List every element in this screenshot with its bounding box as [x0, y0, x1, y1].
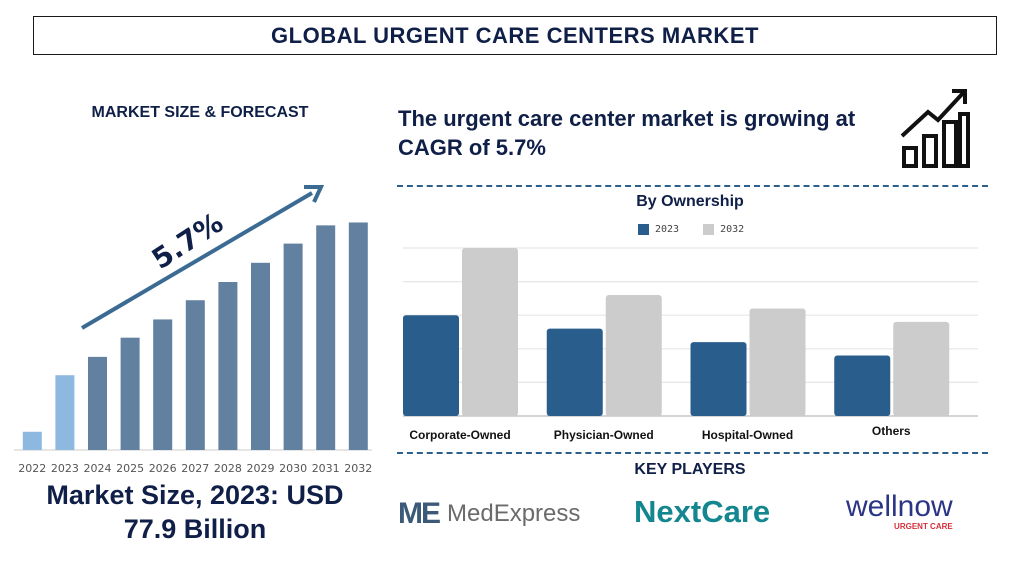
medexpress-logo: ME MedExpress: [398, 497, 580, 531]
bar-2026: [153, 319, 173, 450]
growth-arrow: [80, 191, 314, 330]
bar-corporate-owned-2023: [403, 315, 459, 416]
x-tick-label: 2025: [116, 462, 144, 475]
bar-2025: [120, 337, 140, 450]
x-tick-label: 2028: [214, 462, 242, 475]
x-tick-label: 2023: [51, 462, 79, 475]
x-tick-label: 2024: [84, 462, 112, 475]
category-label: Physician-Owned: [554, 428, 654, 442]
medexpress-mark-icon: ME: [398, 497, 441, 530]
legend-label-2023: 2023: [655, 224, 680, 235]
cagr-headline: The urgent care center market is growing…: [398, 106, 856, 160]
bar-physician-owned-2023: [546, 328, 603, 416]
divider: [397, 185, 988, 187]
bar-2029: [251, 262, 270, 450]
medexpress-name: MedExpress: [447, 500, 581, 527]
wellnow-logo: wellnow URGENT CARE: [846, 490, 953, 532]
market-size-chart: 2022 2023 2024 2025 2026 2027 2028 2029 2030 2031…: [14, 185, 372, 475]
bar-2022: [22, 431, 42, 450]
bar-hospital-owned-2023: [690, 342, 747, 416]
bar-others-2023: [834, 355, 891, 416]
bar-others-2032: [893, 321, 950, 416]
legend: 2023 2032: [638, 224, 744, 235]
market-size-text: Market Size, 2023: USD: [46, 480, 344, 510]
bar-chart-growth-arrow-icon: [900, 89, 970, 168]
market-size-value: 77.9 Billion: [123, 514, 267, 544]
legend-swatch-2023: [638, 224, 649, 235]
bar-2027: [185, 300, 205, 450]
bar-hospital-owned-2032: [749, 308, 806, 416]
bar-2023: [55, 375, 75, 450]
key-players-heading: KEY PLAYERS: [634, 461, 746, 478]
nextcare-logo: NextCare: [634, 494, 771, 529]
market-size-heading: MARKET SIZE & FORECAST: [91, 104, 309, 121]
x-tick-label: 2022: [18, 462, 46, 475]
x-tick-label: 2026: [149, 462, 177, 475]
x-tick-label: 2030: [279, 462, 307, 475]
x-tick-label: 2032: [344, 462, 372, 475]
legend-swatch-2032: [703, 224, 715, 235]
bar-2032: [348, 222, 368, 450]
bar-2030: [283, 243, 303, 450]
bar-2031: [316, 225, 336, 450]
page-title: GLOBAL URGENT CARE CENTERS MARKET: [33, 16, 997, 55]
bar-2024: [88, 356, 107, 450]
category-label: Hospital-Owned: [702, 428, 793, 442]
category-label: Others: [872, 424, 911, 438]
x-tick-label: 2031: [312, 462, 340, 475]
category-label: Corporate-Owned: [409, 428, 510, 442]
wellnow-tagline: URGENT CARE: [894, 522, 953, 531]
divider: [397, 452, 988, 454]
ownership-chart-title: By Ownership: [636, 193, 744, 210]
x-tick-label: 2027: [181, 462, 209, 475]
ownership-chart: Corporate-Owned Physician-Owned Hospital-O…: [403, 247, 978, 442]
bar-physician-owned-2032: [605, 295, 662, 416]
growth-arrow-head: [304, 185, 325, 203]
bar-corporate-owned-2032: [462, 248, 518, 416]
legend-label-2032: 2032: [720, 224, 745, 235]
bar-2028: [218, 282, 238, 450]
wellnow-name: wellnow: [846, 490, 953, 523]
x-tick-label: 2029: [247, 462, 275, 475]
